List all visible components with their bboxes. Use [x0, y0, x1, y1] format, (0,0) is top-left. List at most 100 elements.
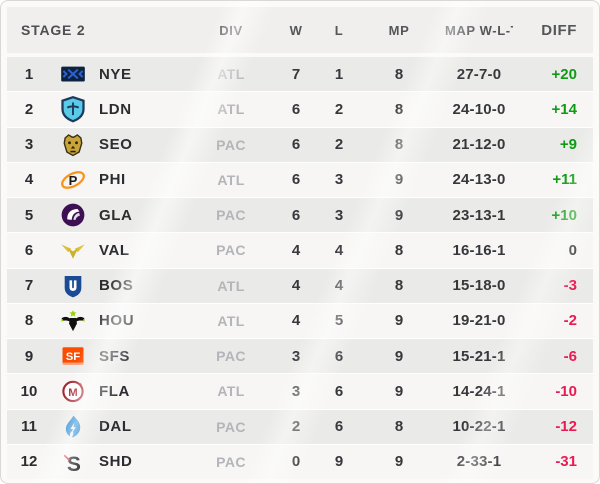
shd-logo: S [51, 448, 95, 476]
wins-value: 6 [291, 136, 301, 154]
matches-played-value: 8 [394, 241, 404, 259]
fla-logo: M [51, 377, 95, 405]
table-row[interactable]: 1 NYE ATL 7 1 8 27-7-0 +20 [7, 57, 593, 93]
rank-number: 9 [24, 347, 34, 365]
rank-number: 2 [24, 100, 34, 118]
table-row[interactable]: 2 LDN ATL 6 2 8 24-10-0 +14 [7, 92, 593, 128]
map-record-value: 14-24-1 [452, 382, 506, 400]
losses-value: 5 [334, 312, 344, 330]
table-row[interactable]: 11 DAL PAC 2 6 8 10-22-1 -12 [7, 409, 593, 445]
wins-value: 4 [291, 277, 301, 295]
team-abbreviation: DAL [99, 418, 132, 436]
map-record-value: 16-16-1 [452, 241, 506, 259]
wins-value: 0 [291, 453, 301, 471]
column-header-matches-played: MP [388, 22, 410, 38]
rank-number: 4 [24, 171, 34, 189]
wins-value: 4 [291, 312, 301, 330]
column-header-map-record: MAP W-L-T [445, 22, 513, 38]
map-diff-value: +11 [552, 171, 577, 189]
map-record-value: 23-13-1 [452, 206, 506, 224]
division-label: ATL [217, 101, 245, 118]
seo-logo [51, 131, 95, 159]
division-label: ATL [217, 383, 245, 400]
table-row[interactable]: 8 HOU ATL 4 5 9 19-21-0 -2 [7, 303, 593, 339]
map-record-value: 27-7-0 [456, 65, 502, 83]
matches-played-value: 8 [394, 418, 404, 436]
matches-played-value: 9 [394, 347, 404, 365]
table-row[interactable]: 6 VAL PAC 4 4 8 16-16-1 0 [7, 233, 593, 269]
map-diff-value: -6 [563, 347, 577, 365]
svg-text:S: S [67, 453, 81, 476]
wins-value: 6 [291, 206, 301, 224]
matches-played-value: 9 [394, 171, 404, 189]
losses-value: 4 [334, 241, 344, 259]
map-record-value: 10-22-1 [452, 418, 506, 436]
table-row[interactable]: 9 SF SFS PAC 3 6 9 15-21-1 -6 [7, 339, 593, 375]
division-label: ATL [217, 277, 245, 294]
team-abbreviation: FLA [99, 382, 130, 400]
losses-value: 6 [334, 382, 344, 400]
team-abbreviation: PHI [99, 171, 126, 189]
gla-logo [51, 201, 95, 229]
rank-number: 7 [24, 277, 34, 295]
wins-value: 4 [291, 241, 301, 259]
matches-played-value: 8 [394, 277, 404, 295]
division-label: ATL [217, 312, 245, 329]
matches-played-value: 9 [394, 453, 404, 471]
svg-text:SF: SF [66, 351, 81, 363]
map-diff-value: -31 [555, 453, 577, 471]
matches-played-value: 9 [394, 312, 404, 330]
column-header-losses: L [334, 22, 344, 38]
losses-value: 3 [334, 206, 344, 224]
map-diff-value: -10 [555, 382, 577, 400]
map-record-value: 15-21-1 [452, 347, 506, 365]
table-row[interactable]: 3 SEO PAC 6 2 8 21-12-0 +9 [7, 127, 593, 163]
losses-value: 6 [334, 418, 344, 436]
matches-played-value: 8 [394, 65, 404, 83]
dal-logo [51, 413, 95, 441]
team-abbreviation: GLA [99, 206, 133, 224]
division-label: ATL [217, 66, 245, 83]
map-diff-value: 0 [568, 241, 577, 259]
rank-number: 12 [20, 453, 38, 471]
map-record-value: 19-21-0 [452, 312, 506, 330]
team-abbreviation: NYE [99, 65, 132, 83]
map-diff-value: -2 [563, 312, 577, 330]
team-abbreviation: BOS [99, 277, 134, 295]
map-diff-value: +20 [551, 65, 577, 83]
team-abbreviation: SHD [99, 453, 133, 471]
division-label: PAC [216, 418, 246, 435]
rank-number: 10 [20, 382, 38, 400]
table-row[interactable]: 5 GLA PAC 6 3 9 23-13-1 +10 [7, 198, 593, 234]
wins-value: 3 [291, 382, 301, 400]
ldn-logo [51, 95, 95, 123]
wins-value: 6 [291, 171, 301, 189]
losses-value: 1 [334, 65, 344, 83]
losses-value: 2 [334, 100, 344, 118]
svg-text:P: P [69, 173, 78, 188]
division-label: PAC [216, 136, 246, 153]
column-header-wins: W [289, 22, 303, 38]
rank-number: 6 [24, 241, 34, 259]
table-row[interactable]: 12 S SHD PAC 0 9 9 2-33-1 -31 [7, 444, 593, 479]
table-header: STAGE 2 DIV W L MP MAP W-L-T DIFF [7, 7, 593, 53]
losses-value: 2 [334, 136, 344, 154]
matches-played-value: 8 [394, 100, 404, 118]
table-row[interactable]: 4 P PHI ATL 6 3 9 24-13-0 +11 [7, 162, 593, 198]
matches-played-value: 9 [394, 206, 404, 224]
rank-number: 1 [24, 65, 34, 83]
table-row[interactable]: 10 M FLA ATL 3 6 9 14-24-1 -10 [7, 374, 593, 410]
losses-value: 9 [334, 453, 344, 471]
map-diff-value: +9 [559, 136, 577, 154]
losses-value: 6 [334, 347, 344, 365]
team-abbreviation: SFS [99, 347, 130, 365]
team-abbreviation: VAL [99, 241, 130, 259]
division-label: PAC [216, 242, 246, 259]
sfs-logo: SF [51, 342, 95, 370]
map-record-value: 2-33-1 [456, 453, 502, 471]
division-label: PAC [216, 207, 246, 224]
stage-title: STAGE 2 [21, 22, 86, 38]
wins-value: 6 [291, 100, 301, 118]
table-row[interactable]: 7 BOS ATL 4 4 8 15-18-0 -3 [7, 268, 593, 304]
